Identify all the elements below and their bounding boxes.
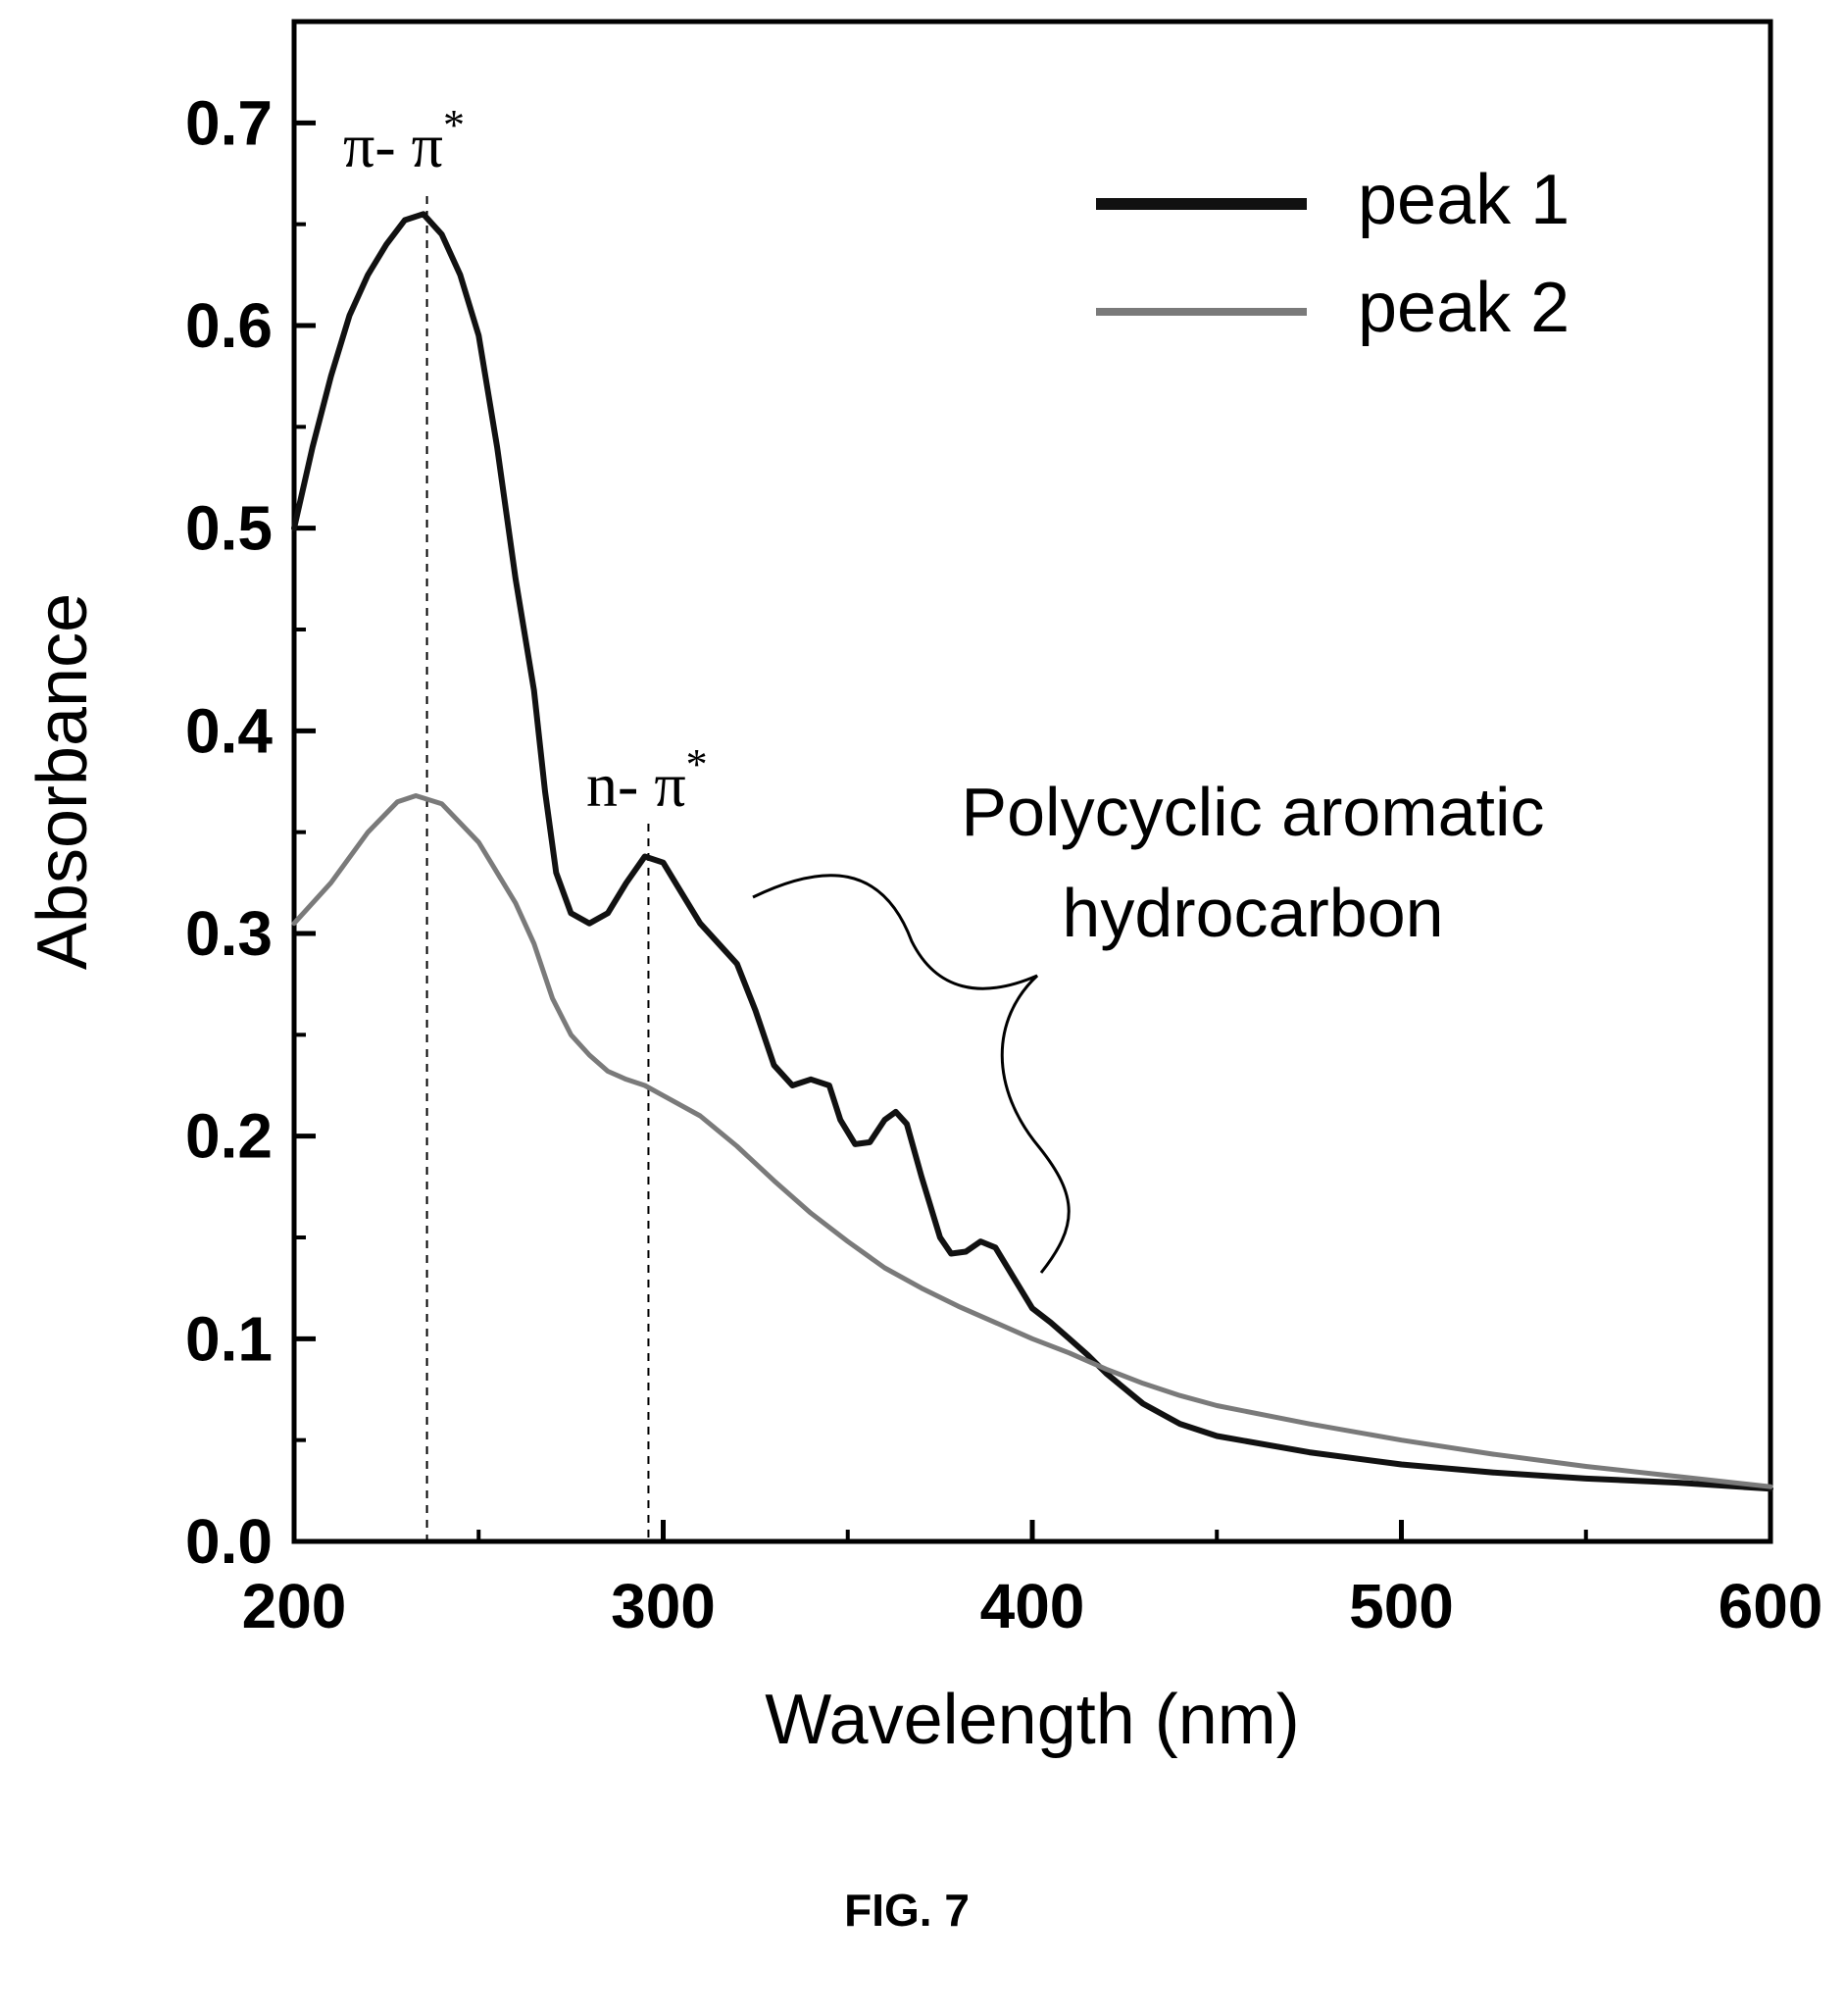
y-tick-label: 0.1 (185, 1303, 273, 1374)
series-line-peak-1 (291, 211, 1773, 1492)
annotation-pah-line-2: hydrocarbon (1062, 875, 1443, 951)
annotation-n-pi-star-text: n- π (586, 750, 686, 820)
legend-label-peak-2: peak 2 (1358, 269, 1570, 347)
annotation-pah-line-1: Polycyclic aromatic (961, 774, 1544, 850)
series-line-peak-2 (291, 793, 1773, 1489)
legend: peak 1 peak 2 (1096, 161, 1570, 347)
x-tick-label: 500 (1349, 1571, 1454, 1641)
x-tick-label: 200 (242, 1571, 347, 1641)
y-tick-label: 0.7 (185, 87, 273, 158)
figure-caption: FIG. 7 (844, 1885, 970, 1936)
y-axis-title: Absorbance (24, 593, 102, 970)
x-tick-label: 400 (980, 1571, 1085, 1641)
annotation-pi-pi-star-text: π- π (343, 111, 443, 180)
y-tick-label: 0.5 (185, 493, 273, 564)
series-layer (291, 211, 1773, 1492)
x-tick-label: 300 (611, 1571, 716, 1641)
peak-guide-lines (425, 196, 650, 1541)
y-tick-label: 0.6 (185, 290, 273, 361)
y-tick-label: 0.0 (185, 1506, 273, 1577)
y-axis: 0.0 0.1 0.2 0.3 0.4 0.5 0.6 0.7 (185, 87, 316, 1577)
x-axis-title: Wavelength (nm) (765, 1681, 1300, 1759)
x-axis: 200 300 400 500 600 (242, 1520, 1823, 1641)
y-tick-label: 0.4 (185, 695, 273, 766)
x-tick-label: 600 (1719, 1571, 1823, 1641)
y-tick-label: 0.2 (185, 1101, 273, 1172)
annotation-n-pi-star-sup: * (686, 740, 708, 788)
annotation-n-pi-star: n- π* (586, 740, 708, 820)
annotation-brace (752, 874, 1071, 1274)
annotation-pi-pi-star: π- π* (343, 101, 465, 180)
y-tick-label: 0.3 (185, 898, 273, 969)
legend-label-peak-1: peak 1 (1358, 161, 1570, 239)
annotation-pi-pi-star-sup: * (443, 101, 465, 149)
